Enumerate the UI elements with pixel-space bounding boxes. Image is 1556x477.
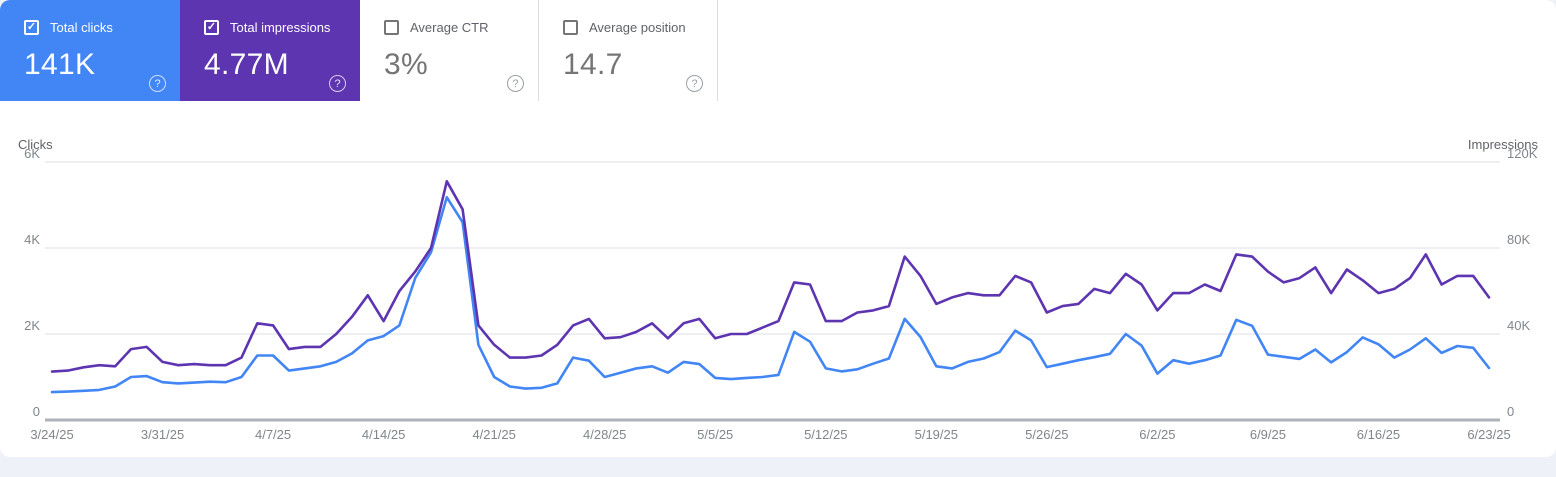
help-icon[interactable]: ?	[507, 75, 524, 92]
metric-cards-row: ✓ Total clicks 141K ? ✓ Total impression…	[0, 0, 718, 101]
average-position-value: 14.7	[563, 48, 623, 81]
help-icon[interactable]: ?	[329, 75, 346, 92]
right-tick-label: 80K	[1507, 232, 1531, 247]
card-total-impressions[interactable]: ✓ Total impressions 4.77M ?	[180, 0, 360, 101]
date-tick-label: 5/19/25	[914, 427, 958, 442]
date-tick-label: 3/31/25	[140, 427, 185, 442]
date-tick-label: 6/2/25	[1139, 427, 1176, 442]
left-tick-label: 4K	[24, 232, 40, 247]
right-tick-label: 0	[1507, 404, 1515, 419]
date-tick-label: 6/23/25	[1467, 427, 1511, 442]
checkbox-checked-icon[interactable]: ✓	[204, 20, 219, 35]
checkbox-checked-icon[interactable]: ✓	[24, 20, 39, 35]
help-icon[interactable]: ?	[686, 75, 703, 92]
card-label: Average CTR	[410, 20, 489, 35]
average-ctr-value: 3%	[384, 48, 428, 81]
date-tick-label: 5/26/25	[1025, 427, 1069, 442]
date-tick-label: 4/14/25	[361, 427, 406, 442]
date-tick-label: 5/5/25	[697, 427, 734, 442]
total-impressions-value: 4.77M	[204, 48, 289, 81]
card-average-ctr[interactable]: Average CTR 3% ?	[360, 0, 539, 101]
performance-panel: ✓ Total clicks 141K ? ✓ Total impression…	[0, 0, 1556, 457]
total-clicks-value: 141K	[24, 48, 96, 81]
card-head: Average position	[563, 20, 686, 35]
right-tick-label: 120K	[1507, 146, 1538, 161]
card-average-position[interactable]: Average position 14.7 ?	[539, 0, 718, 101]
checkbox-unchecked-icon[interactable]	[563, 20, 578, 35]
date-tick-label: 6/9/25	[1249, 427, 1286, 442]
right-tick-label: 40K	[1507, 318, 1531, 333]
left-axis-title: Clicks	[18, 137, 53, 152]
left-tick-label: 0	[32, 404, 40, 419]
date-tick-label: 4/7/25	[254, 427, 292, 442]
card-head: ✓ Total clicks	[24, 20, 113, 35]
date-tick-label: 5/12/25	[804, 427, 848, 442]
right-axis-title: Impressions	[1467, 137, 1538, 152]
card-label: Average position	[589, 20, 686, 35]
checkbox-unchecked-icon[interactable]	[384, 20, 399, 35]
help-icon[interactable]: ?	[149, 75, 166, 92]
card-label: Total clicks	[50, 20, 113, 35]
card-head: Average CTR	[384, 20, 489, 35]
card-total-clicks[interactable]: ✓ Total clicks 141K ?	[0, 0, 180, 101]
date-tick-label: 6/16/25	[1356, 427, 1401, 442]
date-tick-label: 4/21/25	[472, 427, 516, 442]
card-head: ✓ Total impressions	[204, 20, 330, 35]
left-tick-label: 6K	[24, 146, 40, 161]
card-label: Total impressions	[230, 20, 331, 35]
date-tick-label: 3/24/25	[30, 427, 74, 442]
left-tick-label: 2K	[24, 318, 40, 333]
date-tick-label: 4/28/25	[583, 427, 627, 442]
